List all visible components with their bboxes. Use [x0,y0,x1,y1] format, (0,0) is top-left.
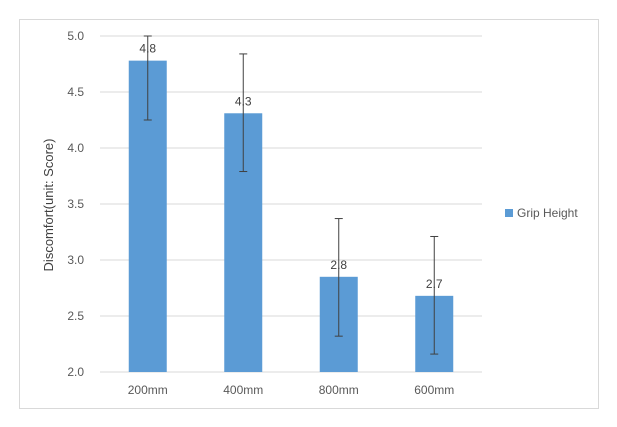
x-tick-label: 800mm [319,383,359,397]
y-tick-label: 4.0 [67,141,84,155]
y-tick-label: 2.0 [67,365,84,379]
x-tick-label: 400mm [223,383,263,397]
y-tick-label: 3.5 [67,197,84,211]
data-labels: 4.8 4.3 2.8 2.7 [139,42,443,291]
data-label: 4.8 [139,42,156,56]
y-tick-label: 3.0 [67,253,84,267]
data-label: 4.3 [235,94,252,108]
chart-frame [19,19,599,409]
data-label: 2.7 [426,277,443,291]
x-axis-tick-labels: 200mm 400mm 800mm 600mm [128,383,455,397]
error-bars [143,35,439,355]
y-tick-label: 5.0 [67,29,84,43]
legend-label: Grip Height [517,206,578,220]
x-tick-label: 200mm [128,383,168,397]
y-tick-label: 2.5 [67,309,84,323]
y-tick-label: 4.5 [67,85,84,99]
data-label: 2.8 [330,258,347,272]
bars [128,60,454,372]
y-axis-title: Discomfort(unit: Score) [41,139,56,272]
legend: Grip Height [505,206,578,220]
legend-swatch [505,209,513,217]
x-tick-label: 600mm [414,383,454,397]
y-axis-tick-labels: 2.0 2.5 3.0 3.5 4.0 4.5 5.0 [67,29,84,379]
